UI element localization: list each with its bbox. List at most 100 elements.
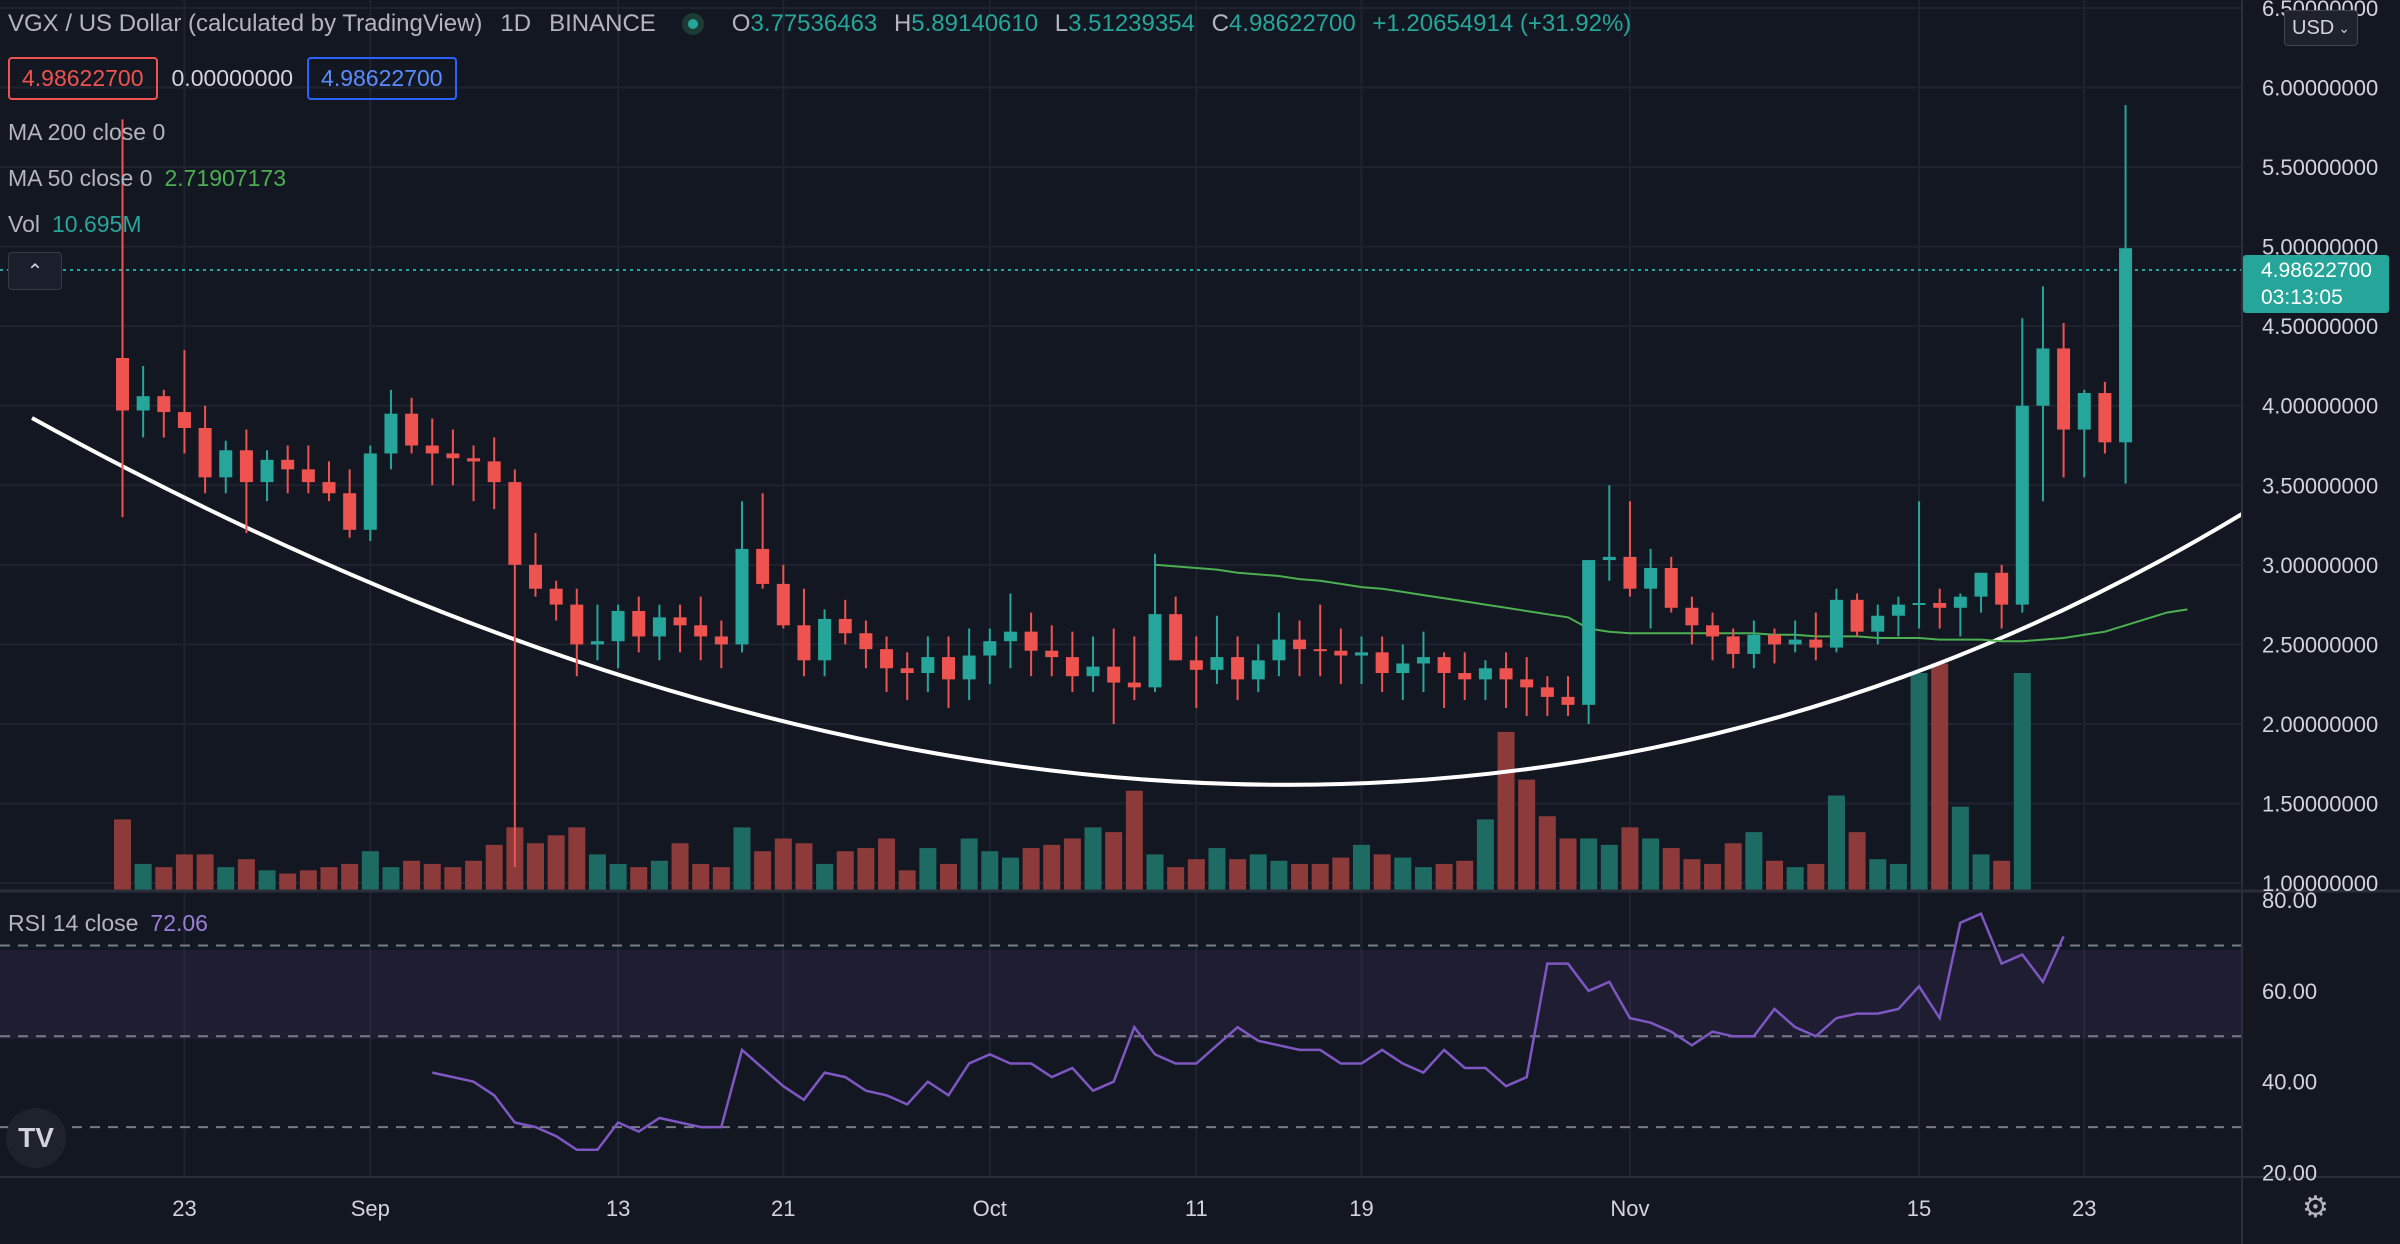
ohlc-readout: O3.77536463 H5.89140610 L3.51239354 C4.9…: [732, 10, 1641, 38]
interval-label[interactable]: 1D: [500, 10, 532, 37]
volume-bar: [320, 867, 338, 891]
candle-body: [1664, 568, 1678, 608]
volume-bar: [1951, 806, 1969, 891]
candle-body: [1974, 572, 1988, 597]
candle-body: [838, 618, 852, 634]
rsi-tick-label: 80.00: [2262, 888, 2317, 913]
sell-price-button[interactable]: 4.98622700: [8, 57, 158, 100]
volume-bar: [733, 827, 751, 891]
volume-bar: [1353, 844, 1370, 891]
candle-body: [1416, 657, 1430, 664]
volume-bar: [1125, 790, 1143, 891]
candle-body: [219, 450, 233, 478]
price-tick-label: 2.00000000: [2262, 712, 2378, 737]
volume-bar: [2013, 673, 2031, 891]
candle-body: [694, 625, 708, 637]
price-tick-label: 5.50000000: [2262, 155, 2378, 180]
candle-body: [900, 668, 914, 674]
candle-body: [1602, 556, 1616, 561]
candle-body: [1912, 603, 1926, 606]
symbol-title[interactable]: VGX / US Dollar (calculated by TradingVi…: [8, 10, 483, 37]
candle-body: [942, 657, 955, 680]
currency-dropdown[interactable]: USD ⌄: [2284, 10, 2358, 46]
candle-body: [1540, 687, 1554, 697]
rsi-tick-label: 40.00: [2262, 1070, 2317, 1095]
volume-bar: [1270, 860, 1288, 891]
volume-bar: [1187, 859, 1205, 891]
volume-bar: [485, 844, 503, 891]
volume-bar: [1889, 863, 1907, 891]
candle-body: [1189, 660, 1203, 670]
volume-bar: [134, 863, 152, 891]
price-tick-label: 4.00000000: [2262, 394, 2378, 419]
ma200-legend[interactable]: MA 200 close 0: [8, 119, 165, 146]
volume-bar: [1022, 848, 1040, 891]
volume-bar: [1538, 816, 1556, 891]
candle-body: [198, 427, 212, 478]
volume-bar: [1332, 857, 1350, 891]
chart-header: VGX / US Dollar (calculated by TradingVi…: [8, 10, 1641, 38]
candle-body: [1107, 666, 1121, 683]
volume-bar: [1001, 857, 1019, 891]
candle-body: [1086, 666, 1100, 677]
candle-body: [735, 548, 749, 645]
candle-body: [322, 482, 336, 494]
candle-body: [363, 453, 377, 530]
time-tick-label: 11: [1185, 1196, 1208, 1221]
candle-body: [467, 458, 481, 462]
ma50-line: [1154, 563, 2188, 643]
volume-bar: [1600, 844, 1618, 891]
volume-legend[interactable]: Vol 10.695M: [8, 211, 142, 238]
candle-body: [1644, 568, 1658, 589]
volume-bar: [857, 848, 875, 891]
volume-bar: [588, 854, 606, 891]
candle-body: [1127, 682, 1141, 688]
volume-bar: [1208, 848, 1226, 891]
candle-body: [2119, 248, 2133, 443]
volume-bar: [1105, 832, 1123, 891]
volume-bar: [1167, 867, 1185, 891]
volume-bar: [1518, 779, 1536, 891]
candle-body: [797, 625, 811, 661]
ma50-legend[interactable]: MA 50 close 0 2.71907173: [8, 165, 286, 192]
candle-body: [1437, 657, 1451, 674]
volume-bar: [1745, 832, 1763, 891]
candle-body: [1933, 603, 1947, 608]
volume-bar: [1807, 863, 1825, 891]
volume-bar: [1766, 860, 1783, 891]
time-tick-label: Oct: [973, 1196, 1007, 1221]
gear-icon[interactable]: ⚙: [2302, 1191, 2329, 1224]
price-tick-label: 3.50000000: [2262, 473, 2378, 498]
candle-body: [818, 618, 832, 661]
rsi-polyline: [432, 912, 2065, 1152]
volume-bar: [1084, 827, 1102, 891]
buy-price-button[interactable]: 4.98622700: [307, 57, 457, 100]
low-value: 3.51239354: [1068, 10, 1195, 37]
volume-bar: [361, 851, 379, 891]
candle-body: [880, 649, 894, 669]
logo-text: TV: [18, 1122, 54, 1153]
candle-body: [1272, 639, 1286, 661]
last-price-value: 4.98622700: [2261, 259, 2372, 282]
tradingview-logo[interactable]: TV: [6, 1108, 66, 1168]
volume-bar: [1993, 860, 2011, 891]
candle-body: [384, 413, 398, 454]
candle-body: [1726, 636, 1740, 654]
volume-bar: [898, 870, 916, 891]
collapse-legend-button[interactable]: ⌃: [8, 252, 62, 290]
candlestick-series: [116, 105, 2133, 868]
candle-body: [157, 396, 171, 413]
volume-bar: [568, 827, 586, 891]
close-label: C: [1211, 10, 1229, 37]
candle-body: [487, 461, 501, 483]
volume-bar: [1063, 838, 1081, 891]
candle-body: [425, 445, 439, 454]
volume-bar: [1476, 819, 1494, 891]
volume-bar: [816, 863, 834, 891]
volume-bar: [1704, 863, 1722, 891]
candle-body: [405, 413, 419, 446]
candle-body: [2098, 392, 2112, 443]
rsi-legend[interactable]: RSI 14 close 72.06: [8, 910, 208, 937]
chevron-down-icon: ⌄: [2338, 19, 2350, 36]
